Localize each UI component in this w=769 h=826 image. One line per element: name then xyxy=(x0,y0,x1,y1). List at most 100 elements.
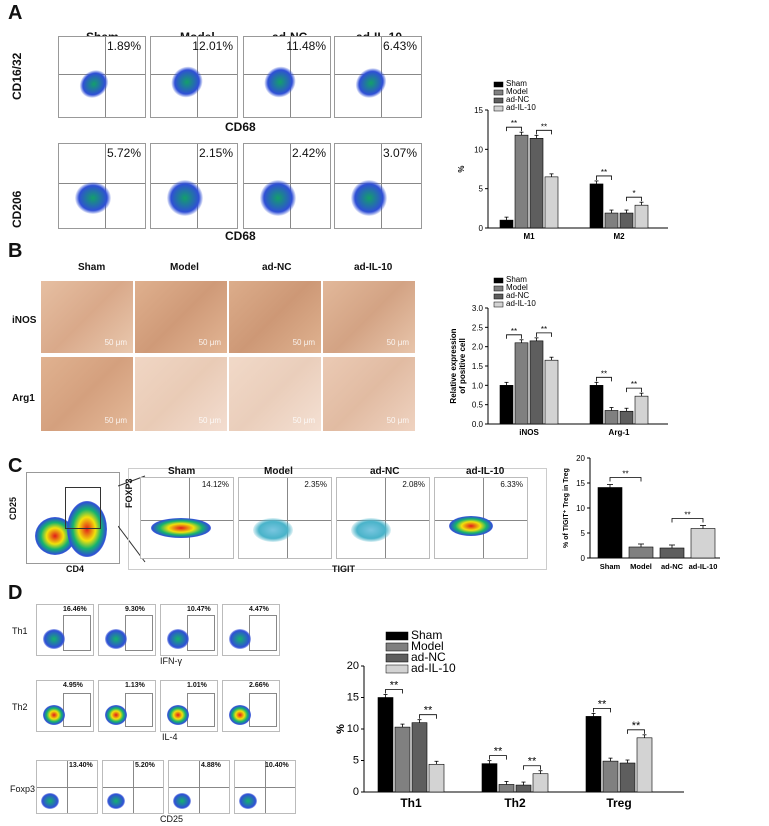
bar-sham-inos xyxy=(499,385,514,425)
scale-bar-label: 50 μm xyxy=(198,338,221,347)
c-pct-adil10: 6.33% xyxy=(500,480,523,489)
significance-marker: ** xyxy=(511,119,517,128)
a-r2-pct-adil10: 3.07% xyxy=(382,146,417,160)
legend-swatch-sham xyxy=(493,277,504,284)
bar-ad-il-10-m2 xyxy=(634,204,649,229)
scale-bar-label: 50 μm xyxy=(292,416,315,425)
d-th1-plot-adil10: 4.47% xyxy=(222,604,280,656)
bar-ad-il-10-treg xyxy=(636,737,653,793)
y-tick-label: 0.5 xyxy=(472,401,484,410)
bar-model-m2 xyxy=(604,212,619,229)
b-header-sham: Sham xyxy=(78,262,106,273)
significance-marker: ** xyxy=(601,369,607,378)
y-tick-label: 2.5 xyxy=(472,323,484,332)
c-tigit-frame xyxy=(128,468,547,570)
y-tick-label: 0 xyxy=(353,786,359,798)
category-label: ad-IL-10 xyxy=(689,562,718,571)
legend-swatch-model xyxy=(385,642,409,652)
y-tick-label: 5 xyxy=(581,529,586,538)
legend-swatch-ad-nc xyxy=(493,97,504,104)
bar-ad-nc xyxy=(659,547,685,559)
c-plot-adnc: 2.08% xyxy=(336,477,430,559)
b-img-arg1-adil10: 50 μm xyxy=(323,357,415,431)
legend-label-model: Model xyxy=(411,639,444,653)
d-foxp3-plot-adil10: 10.40% xyxy=(234,760,296,814)
c-pct-adnc: 2.08% xyxy=(402,480,425,489)
a-r1-plot-adil10: 6.43% xyxy=(334,36,422,118)
d-row-th2: Th2 xyxy=(12,702,28,712)
d-foxp3-pct-model: 5.20% xyxy=(135,762,155,769)
b-img-arg1-model: 50 μm xyxy=(135,357,227,431)
d-th1-pct-adil10: 4.47% xyxy=(249,606,269,613)
legend-label-model: Model xyxy=(506,87,528,96)
significance-bracket xyxy=(596,175,612,180)
significance-marker: ** xyxy=(424,705,433,717)
legend-swatch-ad-nc xyxy=(385,653,409,663)
a-r2-pct-sham: 5.72% xyxy=(106,146,141,160)
panel-b-letter: B xyxy=(8,240,23,262)
significance-bracket xyxy=(626,387,642,393)
panel-a-letter: A xyxy=(8,2,23,24)
legend-label-ad-nc: ad-NC xyxy=(506,95,529,104)
d-foxp3-pct-sham: 13.40% xyxy=(69,762,93,769)
a-r2-plot-model: 2.15% xyxy=(150,143,238,229)
legend-swatch-ad-il-10 xyxy=(385,664,409,674)
chart-d: 0 5 10 15 20% Th1 Th2 Treg ** ** ** ** ** ** ShamModel… xyxy=(335,628,684,810)
d-th2-pct-adnc: 1.01% xyxy=(187,682,207,689)
d-th2-pct-model: 1.13% xyxy=(125,682,145,689)
significance-bracket xyxy=(536,129,552,135)
y-tick-label: 5 xyxy=(479,185,484,194)
d-th1-plot-model: 9.30% xyxy=(98,604,156,656)
d-th2-plot-model: 1.13% xyxy=(98,680,156,732)
c-header-adil10: ad-IL-10 xyxy=(466,466,505,477)
significance-bracket xyxy=(627,729,645,734)
category-label: Sham xyxy=(600,562,621,571)
significance-bracket xyxy=(536,332,552,337)
y-axis-label: Relative expressionof positive cell xyxy=(449,328,467,403)
c-header-adnc: ad-NC xyxy=(370,466,400,477)
y-tick-label: 15 xyxy=(576,479,585,488)
bar-model-th1 xyxy=(394,726,411,793)
scale-bar-label: 50 μm xyxy=(104,416,127,425)
significance-bracket xyxy=(596,376,612,382)
c-cd4-label: CD4 xyxy=(66,564,85,574)
y-tick-label: 1.5 xyxy=(472,362,484,371)
legend-swatch-ad-il-10 xyxy=(493,105,504,112)
a-r2-pct-adnc: 2.42% xyxy=(291,146,326,160)
legend-swatch-model xyxy=(493,285,504,292)
d-foxp3-plot-model: 5.20% xyxy=(102,760,164,814)
bar-ad-il-10-inos xyxy=(544,359,559,425)
a-r1-pct-adnc: 11.48% xyxy=(286,39,326,53)
significance-bracket xyxy=(523,765,541,770)
y-tick-label: 0 xyxy=(581,554,586,563)
significance-marker: ** xyxy=(511,327,517,336)
a-r2-pct-model: 2.15% xyxy=(198,146,233,160)
significance-bracket xyxy=(609,477,642,482)
bar-sham-arg-1 xyxy=(589,385,604,425)
significance-marker: * xyxy=(632,189,635,198)
significance-marker: ** xyxy=(684,511,690,520)
significance-marker: ** xyxy=(541,325,547,334)
d-th2-plot-adnc: 1.01% xyxy=(160,680,218,732)
c-cd25-label: CD25 xyxy=(8,496,18,520)
y-tick-label: 2.0 xyxy=(472,343,484,352)
category-label: Treg xyxy=(606,796,631,810)
b-img-inos-sham: 50 μm xyxy=(41,281,133,353)
y-tick-label: 0 xyxy=(479,224,484,233)
legend-label-sham: Sham xyxy=(411,628,442,642)
y-tick-label: 3.0 xyxy=(472,304,484,313)
category-label: M2 xyxy=(613,232,625,241)
significance-bracket xyxy=(419,714,437,719)
d-xlabel-ifng: IFN-γ xyxy=(160,656,182,666)
significance-marker: ** xyxy=(390,680,399,692)
a-row2-xlabel: CD68 xyxy=(225,229,256,243)
a-r1-pct-model: 12.01% xyxy=(192,39,233,53)
bar-ad-nc-inos xyxy=(529,340,544,425)
legend-label-ad-nc: ad-NC xyxy=(411,650,446,664)
bar-sham-treg xyxy=(585,716,602,793)
significance-bracket xyxy=(593,708,611,713)
d-th2-plot-sham: 4.95% xyxy=(36,680,94,732)
d-xlabel-il4: IL-4 xyxy=(162,732,178,742)
c-pct-sham: 14.12% xyxy=(201,480,229,489)
d-th1-plot-adnc: 10.47% xyxy=(160,604,218,656)
